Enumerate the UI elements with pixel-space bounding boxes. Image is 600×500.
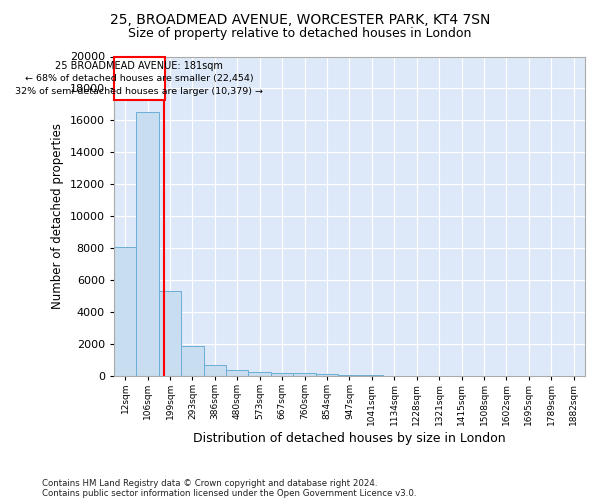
Bar [114,56,165,100]
Bar [114,246,136,376]
Text: 32% of semi-detached houses are larger (10,379) →: 32% of semi-detached houses are larger (… [16,88,263,96]
Text: Contains public sector information licensed under the Open Government Licence v3: Contains public sector information licen… [42,488,416,498]
Text: 25, BROADMEAD AVENUE, WORCESTER PARK, KT4 7SN: 25, BROADMEAD AVENUE, WORCESTER PARK, KT… [110,12,490,26]
Text: 25 BROADMEAD AVENUE: 181sqm: 25 BROADMEAD AVENUE: 181sqm [55,61,223,71]
X-axis label: Distribution of detached houses by size in London: Distribution of detached houses by size … [193,432,506,445]
Bar [316,374,338,376]
Bar [159,292,181,376]
Bar [271,373,293,376]
Y-axis label: Number of detached properties: Number of detached properties [51,123,64,309]
Bar [203,365,226,376]
Text: Size of property relative to detached houses in London: Size of property relative to detached ho… [128,28,472,40]
Bar [181,346,203,376]
Text: Contains HM Land Registry data © Crown copyright and database right 2024.: Contains HM Land Registry data © Crown c… [42,478,377,488]
Bar [136,112,159,376]
Bar [293,373,316,376]
Bar [248,372,271,376]
Bar [361,375,383,376]
Bar [338,374,361,376]
Bar [226,370,248,376]
Text: ← 68% of detached houses are smaller (22,454): ← 68% of detached houses are smaller (22… [25,74,254,84]
